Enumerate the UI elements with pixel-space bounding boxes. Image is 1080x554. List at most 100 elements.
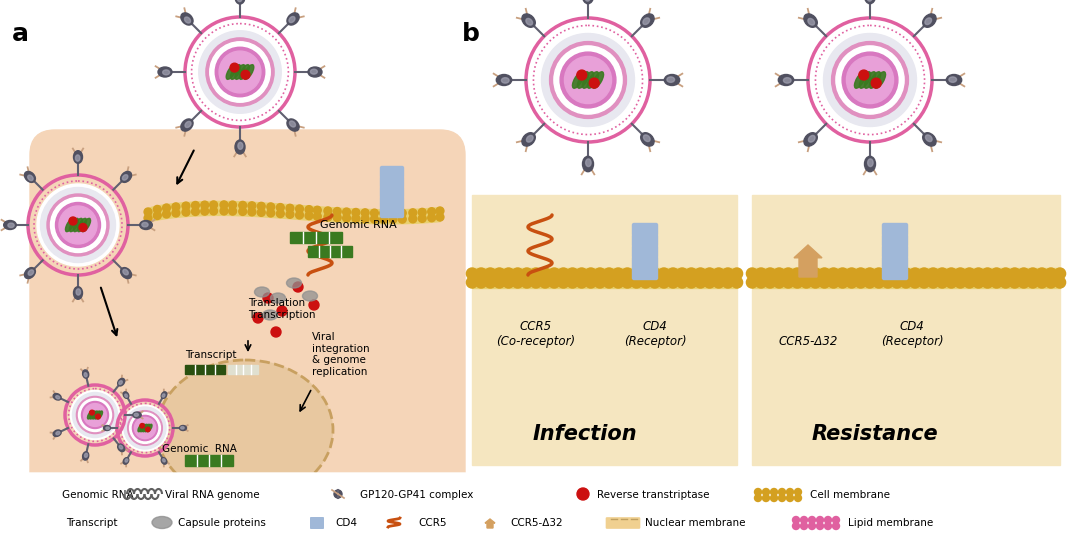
Ellipse shape <box>864 0 876 4</box>
Text: Capsule proteins: Capsule proteins <box>178 517 266 527</box>
Circle shape <box>79 223 87 232</box>
Circle shape <box>201 207 208 215</box>
Ellipse shape <box>526 135 534 142</box>
Circle shape <box>144 214 152 222</box>
Ellipse shape <box>860 71 870 88</box>
Circle shape <box>549 277 559 288</box>
Circle shape <box>800 277 812 288</box>
Circle shape <box>530 277 541 288</box>
Circle shape <box>361 215 369 223</box>
Circle shape <box>779 489 785 495</box>
FancyBboxPatch shape <box>633 245 658 258</box>
Circle shape <box>795 495 801 501</box>
Bar <box>185 365 225 374</box>
Circle shape <box>253 313 264 323</box>
Ellipse shape <box>578 71 589 88</box>
Circle shape <box>901 268 912 279</box>
FancyArrow shape <box>794 245 822 277</box>
Circle shape <box>467 268 477 279</box>
Ellipse shape <box>924 18 932 24</box>
Circle shape <box>731 268 743 279</box>
Ellipse shape <box>123 269 129 275</box>
Circle shape <box>659 268 670 279</box>
Circle shape <box>694 277 706 288</box>
Text: b: b <box>462 22 480 46</box>
Circle shape <box>172 203 179 211</box>
Circle shape <box>659 277 670 288</box>
Circle shape <box>512 268 524 279</box>
Ellipse shape <box>118 378 124 386</box>
Circle shape <box>874 268 885 279</box>
Circle shape <box>494 268 505 279</box>
Ellipse shape <box>76 155 80 161</box>
Text: Lipid membrane: Lipid membrane <box>848 517 933 527</box>
Circle shape <box>800 516 808 524</box>
FancyBboxPatch shape <box>380 167 404 177</box>
Circle shape <box>313 206 321 214</box>
Circle shape <box>731 277 743 288</box>
Circle shape <box>313 212 321 220</box>
Circle shape <box>991 277 1002 288</box>
Circle shape <box>512 277 524 288</box>
Ellipse shape <box>125 394 127 397</box>
Text: CCR5-Δ32: CCR5-Δ32 <box>779 335 838 348</box>
Circle shape <box>819 277 831 288</box>
Ellipse shape <box>106 427 109 429</box>
Circle shape <box>909 277 920 288</box>
Circle shape <box>792 268 802 279</box>
Ellipse shape <box>666 77 675 83</box>
Circle shape <box>800 522 808 530</box>
Circle shape <box>882 277 893 288</box>
Circle shape <box>810 268 821 279</box>
Ellipse shape <box>302 291 318 301</box>
Circle shape <box>370 209 378 217</box>
Circle shape <box>783 268 794 279</box>
Ellipse shape <box>238 0 242 2</box>
Circle shape <box>210 201 217 209</box>
Circle shape <box>963 277 975 288</box>
Circle shape <box>770 489 778 495</box>
Ellipse shape <box>118 444 124 452</box>
Circle shape <box>859 70 868 80</box>
Circle shape <box>909 268 920 279</box>
Circle shape <box>144 208 152 216</box>
FancyArrow shape <box>485 519 495 528</box>
Circle shape <box>946 268 957 279</box>
Bar <box>291 232 342 243</box>
Circle shape <box>773 268 785 279</box>
Circle shape <box>485 277 496 288</box>
Circle shape <box>786 489 794 495</box>
Circle shape <box>361 209 369 217</box>
Circle shape <box>503 277 514 288</box>
Circle shape <box>334 490 342 498</box>
Circle shape <box>795 489 801 495</box>
Ellipse shape <box>585 159 591 167</box>
Text: Viral
integration
& genome
replication: Viral integration & genome replication <box>312 332 369 377</box>
Circle shape <box>762 495 769 501</box>
Circle shape <box>936 277 948 288</box>
Ellipse shape <box>949 77 957 83</box>
Ellipse shape <box>25 171 36 182</box>
Ellipse shape <box>87 411 93 419</box>
Circle shape <box>590 78 599 88</box>
Circle shape <box>48 194 109 256</box>
Ellipse shape <box>926 135 932 142</box>
Ellipse shape <box>643 18 649 24</box>
Circle shape <box>146 427 150 432</box>
Ellipse shape <box>869 71 880 88</box>
Ellipse shape <box>783 78 792 83</box>
Ellipse shape <box>226 65 237 79</box>
Circle shape <box>786 495 794 501</box>
Circle shape <box>1054 277 1066 288</box>
Text: CCR5: CCR5 <box>418 517 446 527</box>
FancyBboxPatch shape <box>882 223 907 235</box>
Text: Transcript: Transcript <box>66 517 118 527</box>
Circle shape <box>793 522 799 530</box>
Ellipse shape <box>139 220 152 229</box>
Circle shape <box>557 277 569 288</box>
Ellipse shape <box>231 65 241 79</box>
Ellipse shape <box>162 394 165 397</box>
Circle shape <box>585 277 596 288</box>
Ellipse shape <box>25 268 36 279</box>
Bar <box>228 365 258 374</box>
